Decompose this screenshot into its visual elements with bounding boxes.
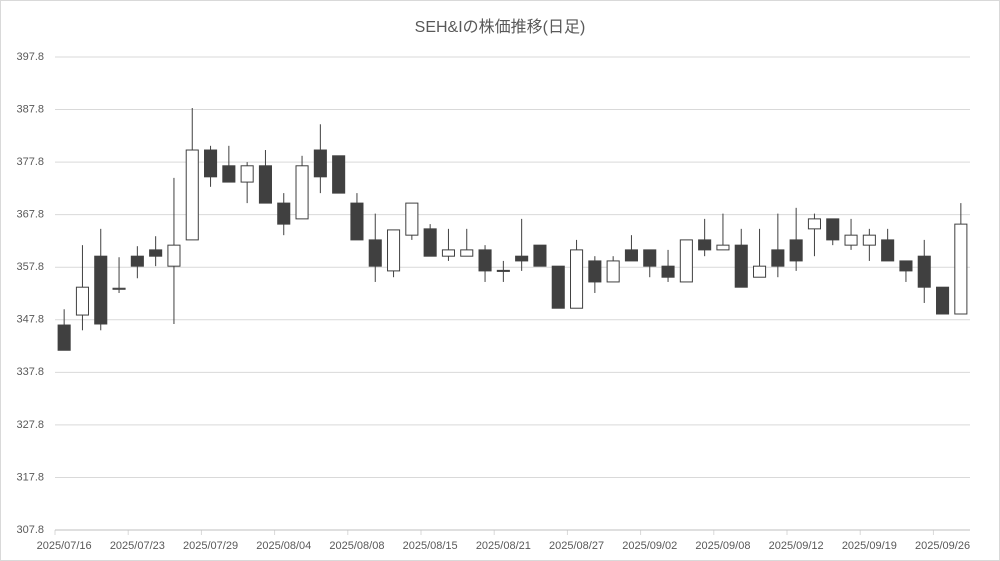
x-tick-label: 2025/08/04 bbox=[256, 540, 311, 552]
x-tick-label: 2025/07/23 bbox=[110, 540, 165, 552]
down-candle-body bbox=[551, 265, 565, 309]
up-candle-body bbox=[954, 223, 968, 315]
y-tick-label: 377.8 bbox=[16, 156, 44, 168]
chart-title: SEH&Iの株価推移(日足) bbox=[415, 18, 586, 36]
down-candle-body bbox=[149, 249, 163, 257]
down-candle-body bbox=[734, 244, 748, 288]
y-tick-label: 367.8 bbox=[16, 209, 44, 221]
y-tick-label: 357.8 bbox=[16, 261, 44, 273]
x-tick-label: 2025/09/12 bbox=[769, 540, 824, 552]
down-candle-body bbox=[332, 155, 346, 194]
down-candle-body bbox=[789, 239, 803, 262]
up-candle-body bbox=[679, 239, 693, 283]
down-candle-body bbox=[533, 244, 547, 267]
down-candle-body bbox=[936, 286, 950, 315]
up-candle-body bbox=[441, 249, 455, 257]
up-candle-body bbox=[716, 244, 730, 251]
up-candle-body bbox=[112, 287, 126, 290]
up-candle-body bbox=[387, 229, 401, 272]
down-candle-body bbox=[277, 202, 291, 225]
down-candle-body bbox=[204, 149, 218, 178]
y-tick-label: 337.8 bbox=[16, 366, 44, 378]
up-candle-body bbox=[185, 149, 199, 241]
down-candle-body bbox=[222, 165, 236, 183]
down-candle-body bbox=[698, 239, 712, 251]
down-candle-body bbox=[478, 249, 492, 272]
down-candle-body bbox=[917, 255, 931, 288]
down-candle-body bbox=[881, 239, 895, 262]
up-candle-body bbox=[862, 234, 876, 246]
y-tick-label: 387.8 bbox=[16, 103, 44, 115]
down-candle-body bbox=[313, 149, 327, 178]
down-candle-body bbox=[350, 202, 364, 241]
down-candle-body bbox=[130, 255, 144, 267]
y-tick-label: 397.8 bbox=[16, 51, 44, 63]
y-tick-label: 307.8 bbox=[16, 524, 44, 536]
down-candle-body bbox=[826, 218, 840, 241]
up-candle-body bbox=[570, 249, 584, 309]
x-tick-label: 2025/09/19 bbox=[842, 540, 897, 552]
down-candle-body bbox=[496, 269, 510, 272]
down-candle-body bbox=[423, 228, 437, 257]
down-candle-body bbox=[643, 249, 657, 267]
up-candle-body bbox=[753, 265, 767, 278]
x-tick-label: 2025/08/15 bbox=[403, 540, 458, 552]
x-tick-label: 2025/07/16 bbox=[37, 540, 92, 552]
up-candle-body bbox=[460, 249, 474, 257]
down-candle-body bbox=[771, 249, 785, 267]
y-tick-label: 317.8 bbox=[16, 471, 44, 483]
down-candle-body bbox=[515, 255, 529, 262]
x-tick-label: 2025/09/08 bbox=[695, 540, 750, 552]
down-candle-body bbox=[94, 255, 108, 325]
up-candle-body bbox=[405, 202, 419, 236]
down-candle-body bbox=[258, 165, 272, 204]
down-candle-body bbox=[661, 265, 675, 278]
up-candle-body bbox=[75, 286, 89, 316]
up-candle-body bbox=[807, 218, 821, 230]
y-tick-label: 347.8 bbox=[16, 314, 44, 326]
x-tick-label: 2025/07/29 bbox=[183, 540, 238, 552]
down-candle-body bbox=[57, 324, 71, 351]
down-candle-body bbox=[624, 249, 638, 262]
up-candle-body bbox=[606, 260, 620, 283]
y-tick-label: 327.8 bbox=[16, 419, 44, 431]
up-candle-body bbox=[167, 244, 181, 267]
down-candle-body bbox=[368, 239, 382, 267]
x-tick-label: 2025/08/08 bbox=[329, 540, 384, 552]
x-tick-label: 2025/09/26 bbox=[915, 540, 970, 552]
up-candle-body bbox=[295, 165, 309, 220]
x-tick-label: 2025/08/21 bbox=[476, 540, 531, 552]
x-tick-label: 2025/08/27 bbox=[549, 540, 604, 552]
x-tick-label: 2025/09/02 bbox=[622, 540, 677, 552]
up-candle-body bbox=[240, 165, 254, 183]
up-candle-body bbox=[844, 234, 858, 246]
down-candle-body bbox=[899, 260, 913, 272]
down-candle-body bbox=[588, 260, 602, 283]
